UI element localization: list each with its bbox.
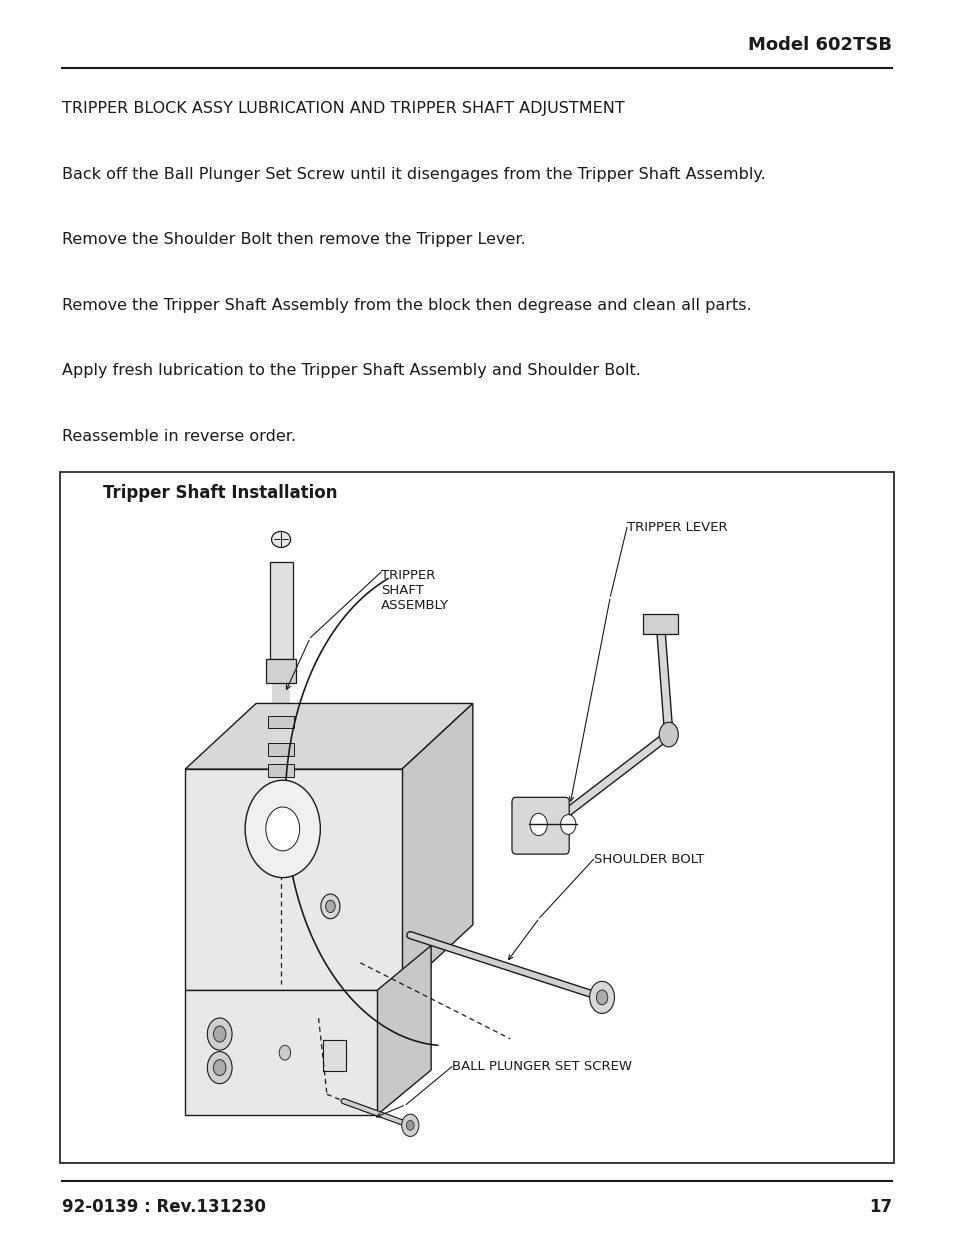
Polygon shape — [272, 842, 290, 866]
Circle shape — [406, 1120, 414, 1130]
Polygon shape — [185, 769, 401, 990]
Circle shape — [213, 1026, 226, 1042]
Polygon shape — [401, 704, 473, 990]
Circle shape — [530, 814, 547, 836]
Polygon shape — [376, 946, 431, 1115]
Text: Reassemble in reverse order.: Reassemble in reverse order. — [62, 429, 295, 443]
Text: BALL PLUNGER SET SCREW: BALL PLUNGER SET SCREW — [452, 1060, 631, 1073]
FancyBboxPatch shape — [512, 798, 569, 855]
Bar — [60, 472, 893, 1163]
Bar — [272, 683, 290, 825]
Circle shape — [401, 1114, 418, 1136]
Circle shape — [589, 982, 614, 1014]
Bar — [268, 785, 294, 798]
Bar — [266, 658, 295, 683]
Bar — [642, 614, 677, 634]
Circle shape — [325, 900, 335, 913]
Bar — [268, 805, 294, 818]
Circle shape — [266, 806, 299, 851]
Circle shape — [279, 1045, 291, 1060]
Text: 92-0139 : Rev.131230: 92-0139 : Rev.131230 — [62, 1198, 266, 1216]
Circle shape — [596, 990, 607, 1005]
Text: Model 602TSB: Model 602TSB — [747, 36, 891, 54]
Text: SHOULDER BOLT: SHOULDER BOLT — [593, 852, 703, 866]
Bar — [268, 716, 294, 729]
Bar — [268, 764, 294, 777]
Text: TRIPPER
SHAFT
ASSEMBLY: TRIPPER SHAFT ASSEMBLY — [380, 568, 449, 611]
Bar — [268, 743, 294, 756]
Text: 17: 17 — [868, 1198, 891, 1216]
Circle shape — [560, 815, 576, 835]
Circle shape — [659, 722, 678, 747]
Bar — [270, 562, 293, 658]
Circle shape — [213, 1060, 226, 1076]
Polygon shape — [185, 704, 473, 769]
Circle shape — [320, 894, 339, 919]
Bar — [267, 825, 294, 842]
Circle shape — [207, 1051, 232, 1083]
Polygon shape — [185, 990, 376, 1115]
Text: Remove the Shoulder Bolt then remove the Tripper Lever.: Remove the Shoulder Bolt then remove the… — [62, 232, 525, 247]
Text: Back off the Ball Plunger Set Screw until it disengages from the Tripper Shaft A: Back off the Ball Plunger Set Screw unti… — [62, 167, 765, 182]
Bar — [323, 1040, 346, 1072]
Circle shape — [245, 781, 320, 878]
Text: TRIPPER BLOCK ASSY LUBRICATION AND TRIPPER SHAFT ADJUSTMENT: TRIPPER BLOCK ASSY LUBRICATION AND TRIPP… — [62, 101, 624, 116]
Circle shape — [207, 1018, 232, 1050]
Text: TRIPPER LEVER: TRIPPER LEVER — [626, 521, 727, 534]
Text: Remove the Tripper Shaft Assembly from the block then degrease and clean all par: Remove the Tripper Shaft Assembly from t… — [62, 298, 751, 312]
Ellipse shape — [272, 531, 291, 547]
Text: Apply fresh lubrication to the Tripper Shaft Assembly and Shoulder Bolt.: Apply fresh lubrication to the Tripper S… — [62, 363, 640, 378]
Text: Tripper Shaft Installation: Tripper Shaft Installation — [103, 484, 337, 503]
